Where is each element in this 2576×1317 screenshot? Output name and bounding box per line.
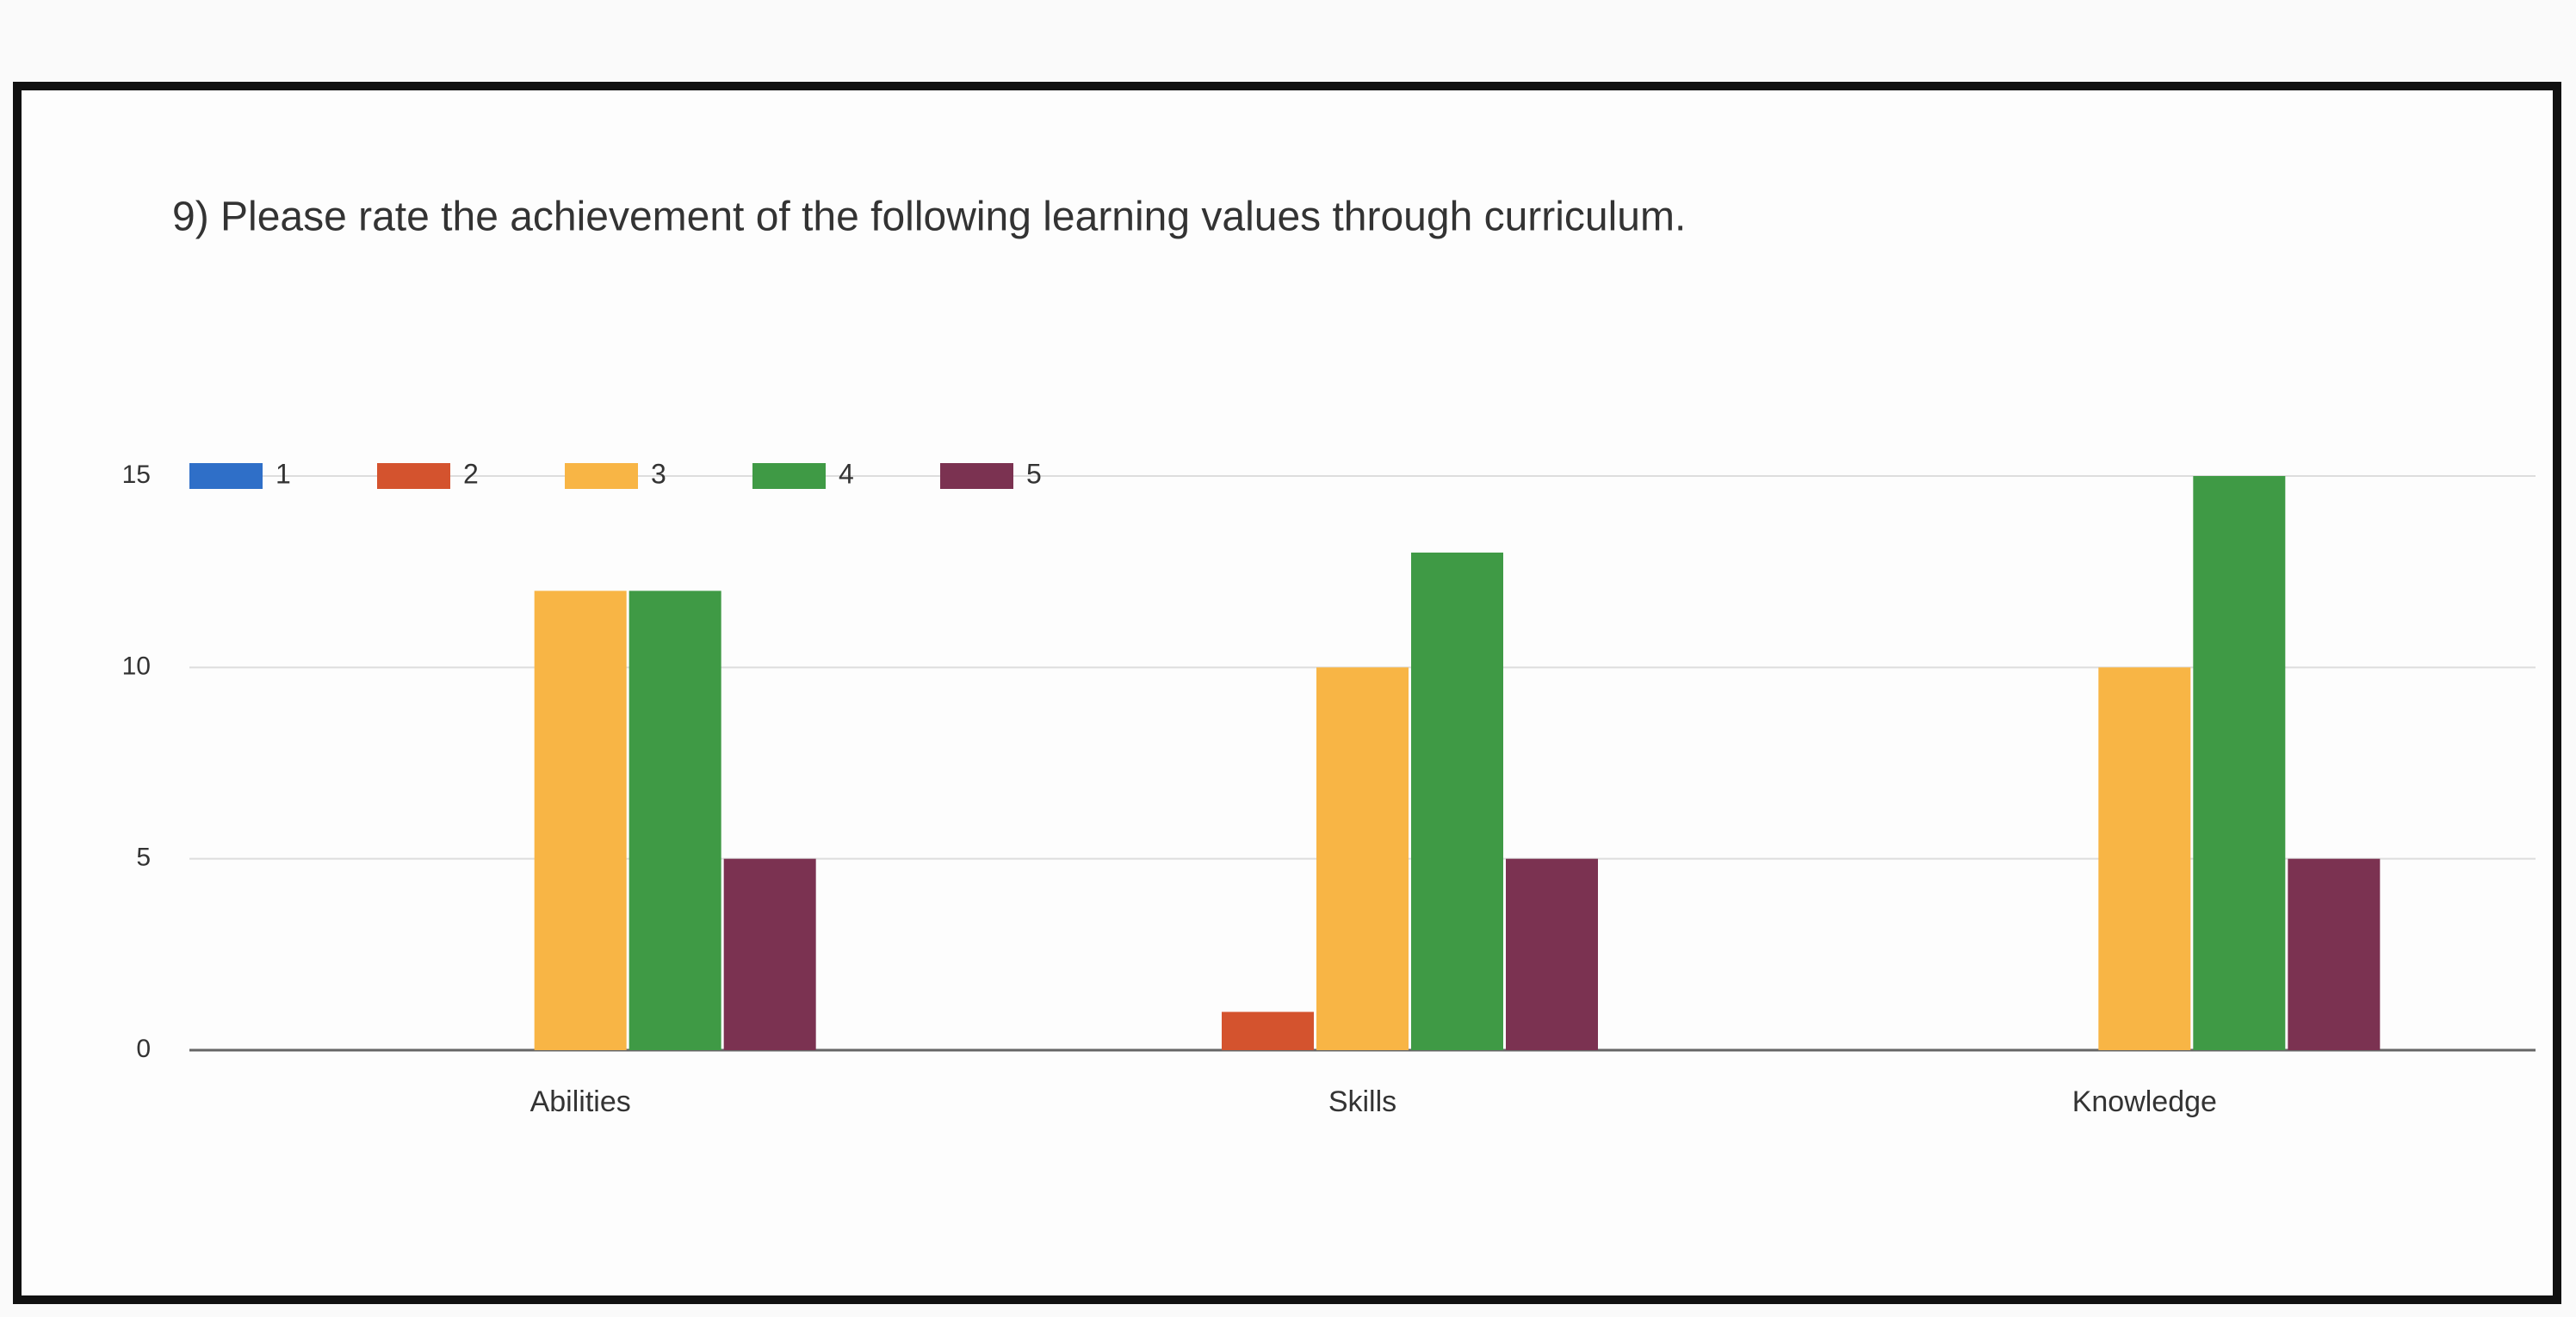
y-tick-label: 10 — [122, 652, 151, 680]
legend-swatch — [752, 463, 826, 489]
bar — [629, 590, 721, 1050]
legend-label: 5 — [1026, 458, 1042, 489]
y-tick-label: 5 — [136, 844, 151, 872]
x-tick-label: Skills — [1328, 1085, 1396, 1118]
bar — [2288, 858, 2381, 1050]
bar — [2098, 667, 2191, 1050]
x-tick-label: Knowledge — [2072, 1085, 2217, 1118]
bar — [1222, 1011, 1314, 1050]
x-tick-label: Abilities — [530, 1085, 631, 1118]
bar — [534, 590, 627, 1050]
bar — [1316, 667, 1409, 1050]
bar — [1506, 858, 1598, 1050]
bar — [1411, 552, 1503, 1050]
legend-swatch — [940, 463, 1013, 489]
legend-label: 3 — [651, 458, 666, 489]
legend-label: 2 — [463, 458, 479, 489]
legend-swatch — [377, 463, 450, 489]
legend-swatch — [565, 463, 638, 489]
legend-label: 4 — [839, 458, 854, 489]
legend-label: 1 — [276, 458, 291, 489]
legend-swatch — [189, 463, 263, 489]
bar — [2193, 476, 2286, 1050]
chart-title: 9) Please rate the achievement of the fo… — [172, 195, 1686, 240]
y-tick-label: 0 — [136, 1035, 151, 1063]
bar — [723, 858, 816, 1050]
y-tick-label: 15 — [122, 461, 151, 489]
